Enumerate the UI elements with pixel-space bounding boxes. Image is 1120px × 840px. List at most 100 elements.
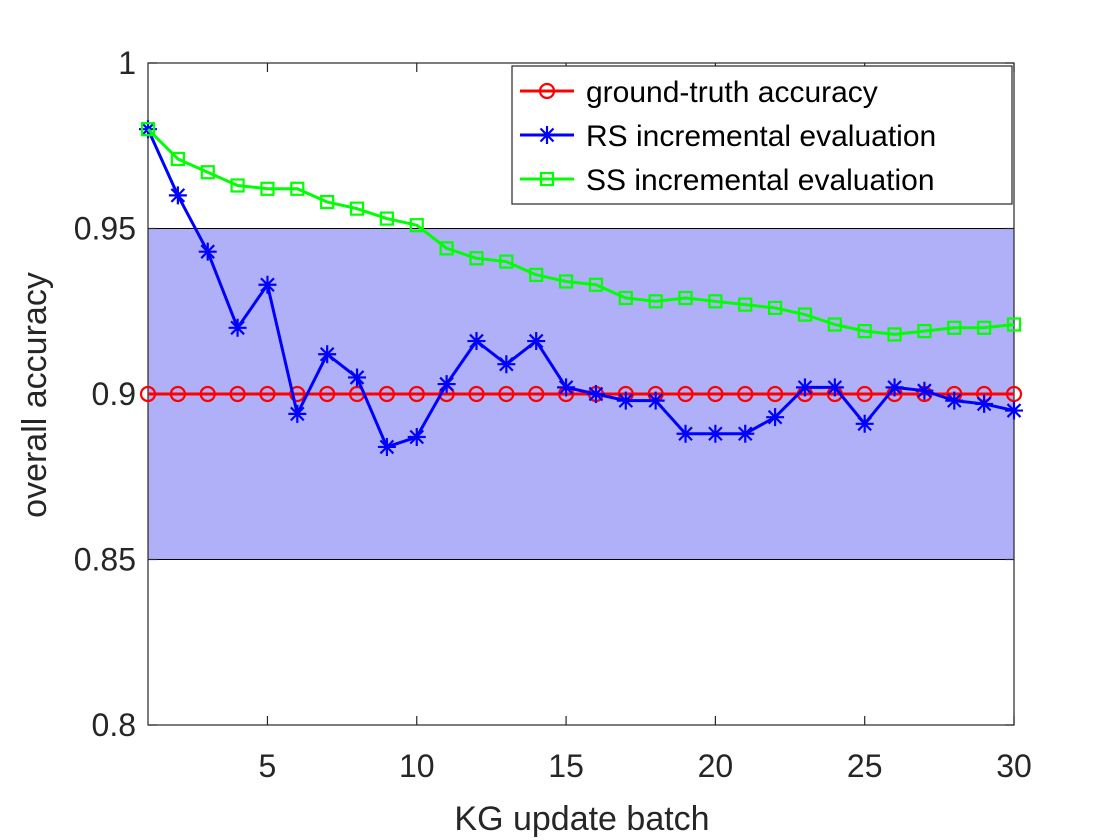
data-point (528, 385, 545, 403)
data-point (378, 385, 395, 403)
data-point (468, 385, 485, 403)
data-point (348, 368, 367, 387)
data-point (259, 385, 276, 403)
data-point (349, 201, 365, 216)
series-2 (139, 120, 1023, 456)
data-point (586, 385, 605, 403)
data-point (230, 178, 245, 193)
data-point (258, 275, 277, 294)
data-point (917, 324, 932, 339)
data-point (318, 345, 337, 364)
data-point (855, 414, 874, 433)
data-point (648, 294, 663, 309)
data-point (169, 385, 186, 403)
data-point (618, 290, 633, 306)
data-point (767, 385, 784, 403)
data-point (379, 211, 394, 226)
data-point (678, 290, 693, 306)
data-point (529, 267, 544, 282)
data-point (857, 324, 872, 339)
data-point (199, 385, 216, 403)
axes: 5 10 15 20 25 30 0.8 0.85 0.9 0.95 1 (74, 45, 1032, 784)
data-point (198, 242, 217, 261)
data-point (707, 385, 724, 403)
data-point (290, 181, 305, 196)
data-point (469, 251, 484, 266)
legend-box (511, 65, 1013, 205)
data-point (437, 375, 456, 394)
legend-swatch-marker (538, 126, 556, 144)
y-tick-label: 0.8 (92, 707, 136, 743)
data-point (170, 151, 185, 167)
data-point (977, 320, 992, 335)
legend-label: SS incremental evaluation (586, 164, 935, 197)
data-point (497, 355, 516, 374)
data-point (677, 385, 694, 403)
data-point (289, 385, 306, 403)
data-point (676, 424, 695, 443)
series-3 (140, 122, 1022, 342)
data-point (168, 186, 187, 205)
y-tick-label: 0.85 (74, 542, 136, 578)
data-point (915, 381, 934, 400)
data-point (766, 408, 785, 427)
data-point (408, 385, 425, 403)
data-point (377, 437, 396, 456)
y-axis-title: overall accuracy (16, 272, 54, 518)
data-point (616, 391, 635, 410)
data-point (1005, 401, 1023, 420)
plot-area (139, 120, 1023, 456)
legend-label: ground-truth accuracy (586, 76, 878, 109)
x-tick-label: 5 (259, 748, 277, 784)
data-point (229, 385, 246, 403)
legend-swatch-marker (538, 82, 556, 100)
y-tick-label: 0.9 (92, 376, 136, 412)
data-point (588, 277, 604, 292)
y-tick-label: 1 (118, 45, 136, 81)
data-point (825, 378, 844, 397)
data-point (708, 294, 723, 309)
data-point (706, 424, 725, 443)
data-point (288, 404, 307, 423)
x-axis-title: KG update batch (454, 800, 709, 838)
x-tick-label: 30 (996, 748, 1032, 784)
data-point (467, 332, 486, 351)
data-point (738, 297, 753, 312)
data-point (140, 122, 156, 137)
data-point (527, 332, 546, 351)
data-point (407, 428, 426, 447)
data-point (498, 385, 515, 403)
data-point (945, 391, 964, 410)
data-point (1006, 317, 1022, 332)
data-point (975, 394, 994, 413)
data-point (797, 307, 813, 322)
data-point (139, 385, 157, 403)
data-point (768, 300, 783, 316)
data-point (887, 327, 902, 342)
x-tick-label: 20 (698, 748, 734, 784)
data-point (319, 385, 336, 403)
data-point (228, 318, 247, 337)
y-tick-label: 0.95 (74, 211, 136, 247)
data-point (737, 385, 754, 403)
data-point (885, 378, 904, 397)
legend: ground-truth accuracy RS incremental eval… (511, 65, 1013, 205)
data-point (260, 181, 275, 196)
x-tick-label: 25 (847, 748, 883, 784)
data-point (558, 274, 574, 289)
legend-swatch-marker (539, 171, 555, 187)
data-point (827, 317, 842, 332)
data-point (200, 165, 215, 180)
x-tick-label: 15 (548, 748, 584, 784)
legend-label: RS incremental evaluation (586, 120, 936, 153)
data-point (736, 424, 755, 443)
data-point (557, 378, 576, 397)
data-point (320, 194, 335, 210)
data-point (1005, 385, 1023, 403)
data-point (439, 241, 454, 256)
data-point (499, 254, 514, 269)
data-point (409, 218, 424, 233)
data-point (795, 378, 814, 397)
x-tick-label: 10 (399, 748, 435, 784)
